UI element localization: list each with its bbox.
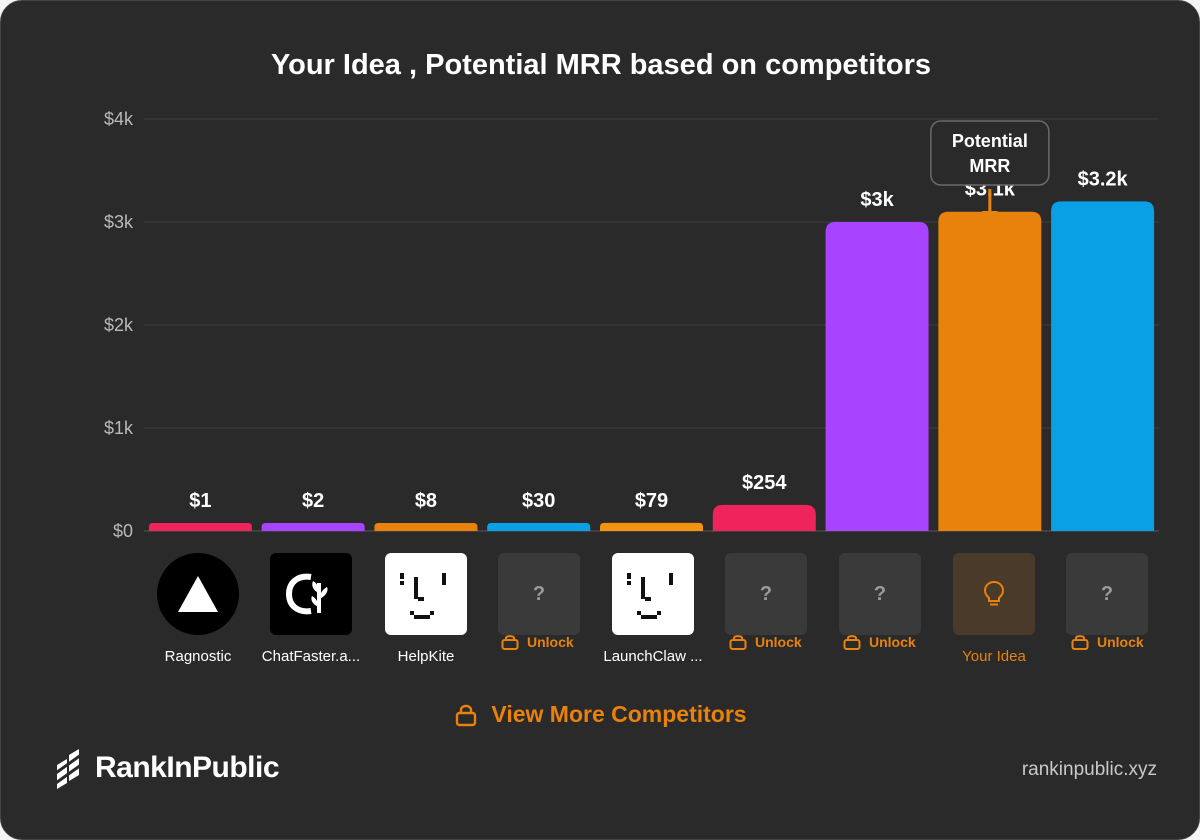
bar: [1051, 201, 1155, 531]
bar: [261, 523, 365, 531]
unlock-button[interactable]: Unlock: [729, 632, 802, 652]
unlock-label: Unlock: [527, 634, 574, 650]
ragnostic-logo[interactable]: [157, 553, 239, 635]
bar-value-label: $1: [189, 490, 211, 512]
locked-competitor-tile[interactable]: ?: [1066, 553, 1148, 635]
annotation-arrowhead: [981, 211, 998, 221]
y-tick-label: $4k: [104, 109, 134, 129]
bar-value-label: $2: [302, 490, 324, 512]
question-icon: ?: [532, 582, 546, 605]
lock-icon: [1071, 635, 1089, 650]
lock-icon: [456, 704, 477, 726]
triangle-logo-icon: [178, 576, 218, 612]
bar-value-label: $254: [742, 472, 787, 494]
chart-title: Your Idea , Potential MRR based on compe…: [270, 49, 932, 81]
bar: [487, 523, 591, 531]
question-icon: ?: [759, 582, 773, 605]
bar-value-label: $8: [415, 490, 437, 512]
chatfaster-logo[interactable]: [270, 553, 352, 635]
unlock-button[interactable]: Unlock: [501, 632, 574, 652]
brand-name: RankInPublic: [95, 751, 280, 784]
lock-icon: [729, 635, 747, 650]
bar-chart: $0$1k$2k$3k$4k$1$2$8$30$79$254$3k$3.1k$3…: [104, 109, 1159, 541]
pixel-face-icon: [400, 573, 446, 619]
rankinpublic-logo-icon: [52, 749, 82, 789]
brand-logo: RankInPublic: [51, 745, 280, 791]
annotation-text: MRR: [969, 156, 1010, 176]
question-icon: ?: [1100, 582, 1114, 605]
bar: [374, 523, 478, 531]
bar-value-label: $79: [635, 490, 668, 512]
lightbulb-icon: [983, 580, 1005, 606]
bar-value-label: $3k: [860, 189, 894, 211]
your-idea-label: Your Idea: [962, 648, 1026, 665]
bar: [825, 222, 929, 531]
bar: [148, 523, 252, 531]
view-more-label: View More Competitors: [491, 701, 747, 727]
unlock-button[interactable]: Unlock: [1071, 632, 1144, 652]
helpkite-logo[interactable]: [385, 553, 467, 635]
y-tick-label: $2k: [104, 315, 134, 335]
unlock-label: Unlock: [755, 634, 802, 650]
lock-icon: [843, 635, 861, 650]
unlock-label: Unlock: [869, 634, 916, 650]
bar: [600, 522, 703, 531]
your-idea-tile[interactable]: [953, 553, 1035, 635]
unlock-label: Unlock: [1097, 634, 1144, 650]
y-tick-label: $3k: [104, 212, 134, 232]
locked-competitor-tile[interactable]: ?: [725, 553, 807, 635]
y-tick-label: $1k: [104, 418, 134, 438]
bar: [712, 504, 816, 531]
y-tick-label: $0: [113, 521, 133, 541]
site-url[interactable]: rankinpublic.xyz: [1021, 759, 1157, 780]
lock-icon: [501, 635, 519, 650]
bar: [938, 211, 1042, 531]
locked-competitor-tile[interactable]: ?: [498, 553, 580, 635]
bar-value-label: $30: [522, 490, 555, 512]
competitor-name-ragnostic: Ragnostic: [164, 648, 232, 665]
competitor-name-launchclaw: LaunchClaw ...: [603, 648, 703, 665]
competitor-name-chatfaster: ChatFaster.a...: [261, 648, 361, 665]
bar-value-label: $3.2k: [1078, 168, 1129, 190]
view-more-competitors-button[interactable]: View More Competitors: [1, 701, 1199, 728]
competitor-name-helpkite: HelpKite: [397, 648, 455, 665]
question-icon: ?: [873, 582, 887, 605]
chatfaster-logo-icon: [285, 573, 328, 615]
launchclaw-logo[interactable]: [612, 553, 694, 635]
pixel-face-icon: [627, 573, 673, 619]
unlock-button[interactable]: Unlock: [843, 632, 916, 652]
locked-competitor-tile[interactable]: ?: [839, 553, 921, 635]
annotation-box: [930, 120, 1050, 186]
annotation-text: Potential: [952, 131, 1028, 151]
